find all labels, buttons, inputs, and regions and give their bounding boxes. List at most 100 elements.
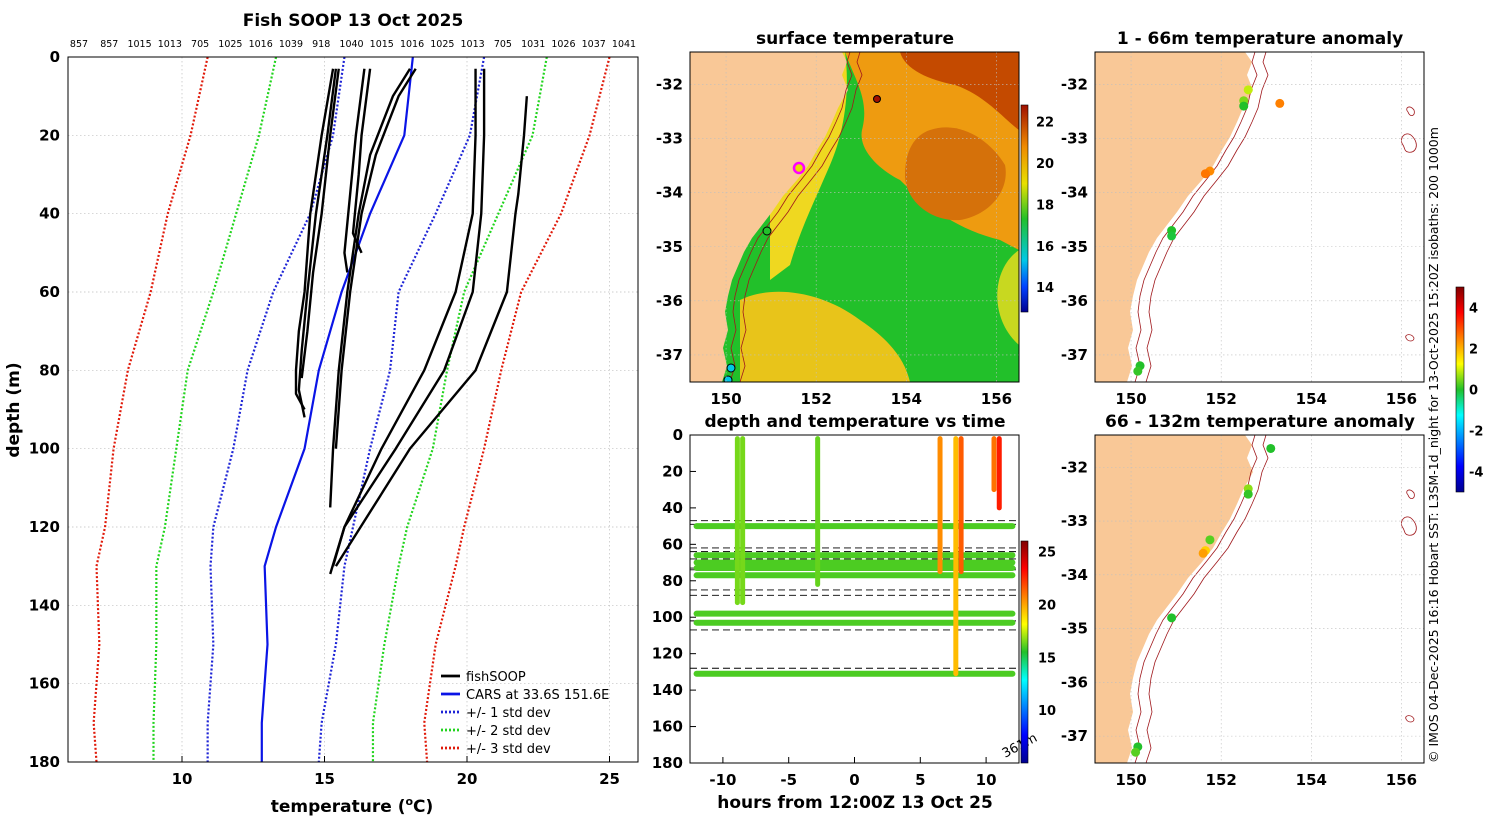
sst-xtick-label: 156 bbox=[981, 390, 1012, 408]
profile-panel: Fish SOOP 13 Oct 2025 857 857 1015 1013 705 1… bbox=[4, 11, 639, 817]
timedepth-xtick-label: 0 bbox=[849, 771, 859, 789]
profile-legend: fishSOOP CARS at 33.6S 151.6E +/- 1 std de… bbox=[441, 670, 609, 757]
timedepth-colorbar-label: 10 bbox=[1038, 704, 1056, 719]
cast-id-label: 1040 bbox=[339, 39, 363, 50]
profile-xtick-label: 10 bbox=[172, 770, 193, 788]
anomaly-shallow-axes-box bbox=[1094, 51, 1425, 383]
profile-ytick-label: 140 bbox=[29, 596, 60, 614]
sst-ytick-label: -33 bbox=[656, 130, 683, 148]
sst-colorbar bbox=[1020, 104, 1029, 313]
anomaly-colorbar-label: 2 bbox=[1469, 343, 1478, 358]
sst-ytick-label: -35 bbox=[656, 238, 683, 256]
anomaly-deep-point bbox=[1167, 613, 1177, 623]
sst-title: surface temperature bbox=[756, 29, 954, 49]
timedepth-annotation: 361m bbox=[1000, 731, 1040, 762]
anomaly-deep-isobath-1000 bbox=[1145, 435, 1269, 763]
cast-id-label: 705 bbox=[191, 39, 209, 50]
legend-label: fishSOOP bbox=[466, 670, 526, 685]
anomaly-shallow-ytick-label: -36 bbox=[1061, 292, 1088, 310]
fishsoop-profile-line bbox=[329, 68, 412, 508]
profile-series-line bbox=[317, 57, 486, 762]
timedepth-panel: depth and temperature vs time -10 -5 0 5 100… bbox=[652, 412, 1056, 813]
anomaly-shallow-point bbox=[1167, 231, 1177, 241]
cast-id-label: 1015 bbox=[370, 39, 394, 50]
profile-series-line bbox=[206, 57, 346, 762]
timedepth-ytick-label: 160 bbox=[652, 718, 683, 736]
anomaly-deep-xtick-label: 150 bbox=[1115, 771, 1146, 789]
anomaly-deep-ticks: 150 152 154 156 -32 -33 -34 -35 -36 -37 bbox=[1061, 458, 1417, 789]
anomaly-shallow-title: 1 - 66m temperature anomaly bbox=[1117, 29, 1403, 49]
legend-label: +/- 2 std dev bbox=[466, 724, 551, 739]
sst-southern-warm bbox=[740, 291, 910, 382]
sst-grid bbox=[690, 52, 1019, 382]
profile-xlabel: temperature (oC) bbox=[271, 795, 434, 817]
anomaly-shallow-grid bbox=[1095, 52, 1424, 382]
anomaly-deep-ytick-label: -37 bbox=[1061, 727, 1088, 745]
fishsoop-profile-line bbox=[329, 68, 486, 575]
cast-id-label: 705 bbox=[494, 39, 512, 50]
cast-id-label: 1039 bbox=[279, 39, 303, 50]
sst-panel: surface temperature 150 152 154 156 -32 -33 -3… bbox=[656, 29, 1054, 408]
anomaly-colorbar bbox=[1455, 286, 1465, 493]
anomaly-shallow-ytick-label: -32 bbox=[1061, 75, 1088, 93]
anomaly-shallow-xtick-label: 150 bbox=[1115, 390, 1146, 408]
sst-land bbox=[690, 52, 848, 382]
profile-xtick-label: 15 bbox=[314, 770, 335, 788]
timedepth-ytick-label: 100 bbox=[652, 608, 683, 626]
cast-id-label: 1013 bbox=[158, 39, 182, 50]
sst-colorbar-label: 20 bbox=[1036, 157, 1054, 172]
anomaly-deep-panel: 66 - 132m temperature anomaly 150 152 154 1… bbox=[1061, 412, 1425, 789]
timedepth-ytick-label: 20 bbox=[662, 462, 683, 480]
profile-lines bbox=[92, 57, 611, 762]
timedepth-colorbar-label: 25 bbox=[1038, 546, 1056, 561]
anomaly-shallow-ytick-label: -37 bbox=[1061, 346, 1088, 364]
seamount-contour bbox=[1406, 489, 1415, 499]
timedepth-ytick-label: 60 bbox=[662, 535, 683, 553]
profile-series-line bbox=[260, 57, 414, 762]
timedepth-xtick-label: 5 bbox=[915, 771, 925, 789]
anomaly-shallow-land bbox=[1095, 52, 1253, 382]
profile-ytick-label: 40 bbox=[39, 205, 60, 223]
sst-ytick-label: -34 bbox=[656, 184, 683, 202]
timedepth-xtick-label: -10 bbox=[709, 771, 736, 789]
sst-ticks: 150 152 154 156 -32 -33 -34 -35 -36 -37 bbox=[656, 75, 1012, 408]
profile-ytick-label: 160 bbox=[29, 675, 60, 693]
anomaly-deep-point bbox=[1198, 548, 1208, 558]
anomaly-deep-points bbox=[1131, 443, 1276, 757]
anomaly-deep-map bbox=[1095, 435, 1417, 763]
cast-id-label: 1041 bbox=[612, 39, 636, 50]
timedepth-ytick-label: 140 bbox=[652, 681, 683, 699]
fishsoop-profile-line bbox=[300, 68, 340, 379]
anomaly-shallow-ytick-label: -34 bbox=[1061, 184, 1088, 202]
anomaly-deep-isobath-200 bbox=[1134, 435, 1258, 763]
profile-ytick-label: 100 bbox=[29, 440, 60, 458]
seamount-contour bbox=[1406, 106, 1415, 116]
timedepth-ytick-label: 180 bbox=[652, 754, 683, 772]
timedepth-colorbar bbox=[1020, 540, 1029, 764]
cast-id-label: 1016 bbox=[400, 39, 424, 50]
fishsoop-profile-line bbox=[297, 68, 338, 418]
cast-id-label: 857 bbox=[100, 39, 118, 50]
seamount-contour bbox=[1405, 334, 1415, 342]
anomaly-shallow-isobath-200 bbox=[1134, 52, 1258, 382]
cast-id-label: 918 bbox=[312, 39, 330, 50]
profile-ticks: 10 15 20 25 0 20 40 60 80 100 120 140 160 180 bbox=[29, 48, 620, 788]
profile-ylabel: depth (m) bbox=[4, 362, 24, 457]
seamount-contour bbox=[1401, 133, 1417, 153]
sst-colorbar-ticks: 14 16 18 20 22 bbox=[1036, 116, 1054, 297]
fishsoop-profile-line bbox=[343, 68, 366, 273]
anomaly-deep-ytick-label: -32 bbox=[1061, 458, 1088, 476]
timedepth-xtick-label: 10 bbox=[976, 771, 997, 789]
fishsoop-profile-line bbox=[334, 96, 529, 567]
cast-id-label: 857 bbox=[70, 39, 88, 50]
cast-id-label: 1037 bbox=[582, 39, 606, 50]
anomaly-shallow-isobath-1000 bbox=[1145, 52, 1269, 382]
anomaly-shallow-ytick-label: -35 bbox=[1061, 238, 1088, 256]
cast-id-label: 1016 bbox=[249, 39, 273, 50]
anomaly-shallow-ytick-label: -33 bbox=[1061, 130, 1088, 148]
fishsoop-profile-line bbox=[331, 68, 477, 567]
sst-colorbar-label: 18 bbox=[1036, 198, 1054, 213]
profile-xtick-label: 25 bbox=[599, 770, 620, 788]
